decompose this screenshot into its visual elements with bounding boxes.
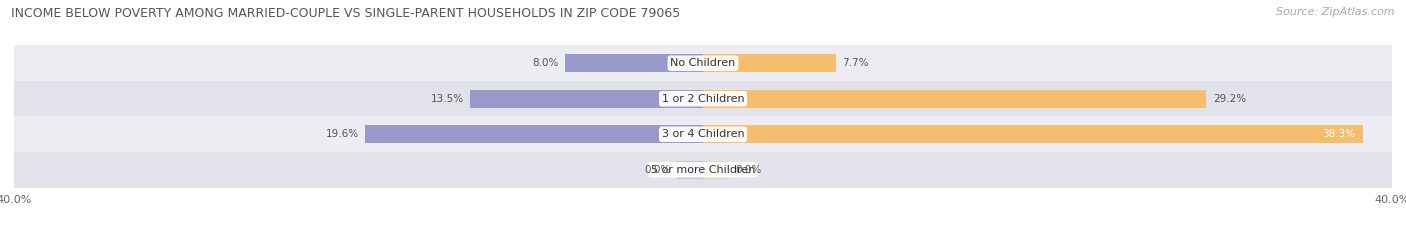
Bar [678,161,703,179]
Text: 7.7%: 7.7% [842,58,869,68]
Bar [565,54,703,72]
Text: 38.3%: 38.3% [1323,129,1355,139]
Text: 13.5%: 13.5% [430,94,464,104]
Bar [703,54,835,72]
Text: 0.0%: 0.0% [735,165,762,175]
Bar [14,152,1392,188]
Bar [703,89,1206,108]
Text: No Children: No Children [671,58,735,68]
Text: INCOME BELOW POVERTY AMONG MARRIED-COUPLE VS SINGLE-PARENT HOUSEHOLDS IN ZIP COD: INCOME BELOW POVERTY AMONG MARRIED-COUPL… [11,7,681,20]
Text: Source: ZipAtlas.com: Source: ZipAtlas.com [1277,7,1395,17]
Bar [14,81,1392,116]
Text: 3 or 4 Children: 3 or 4 Children [662,129,744,139]
Text: 1 or 2 Children: 1 or 2 Children [662,94,744,104]
Text: 5 or more Children: 5 or more Children [651,165,755,175]
Text: 19.6%: 19.6% [325,129,359,139]
Bar [14,45,1392,81]
Bar [471,89,703,108]
Bar [703,125,1362,144]
Bar [703,161,728,179]
Text: 8.0%: 8.0% [531,58,558,68]
Bar [14,116,1392,152]
Bar [366,125,703,144]
Text: 29.2%: 29.2% [1213,94,1246,104]
Text: 0.0%: 0.0% [644,165,671,175]
